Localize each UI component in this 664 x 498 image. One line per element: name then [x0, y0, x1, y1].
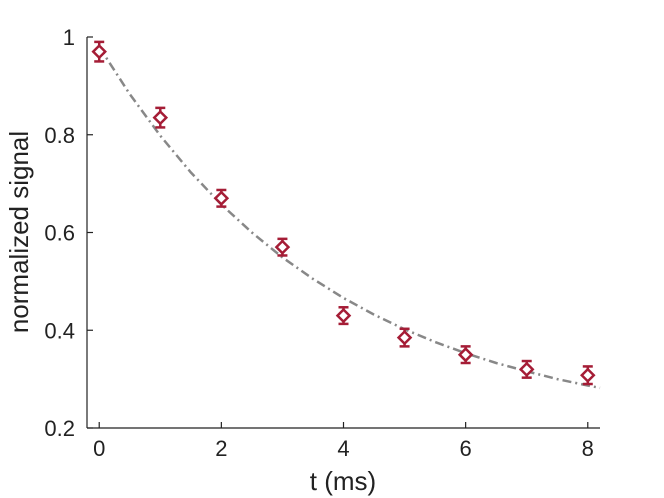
data-point	[335, 306, 352, 326]
x-tick-label: 2	[215, 436, 227, 461]
diamond-marker	[396, 329, 413, 346]
data-point	[213, 188, 230, 208]
fit-curve	[98, 46, 601, 390]
data-point	[396, 327, 413, 348]
diamond-marker	[91, 43, 107, 60]
diamond-marker	[335, 307, 352, 324]
data-point	[457, 345, 474, 365]
data-point	[580, 365, 596, 386]
y-tick-label: 1	[63, 25, 75, 50]
x-tick-label: 8	[582, 436, 594, 461]
data-point	[152, 106, 169, 129]
data-point	[91, 40, 107, 63]
fit-curve-layer	[98, 46, 601, 390]
y-tick-label: 0.2	[44, 416, 75, 441]
diamond-marker	[213, 190, 230, 207]
x-tick-label: 6	[460, 436, 472, 461]
x-axis-label: t (ms)	[310, 466, 376, 496]
y-tick-label: 0.4	[44, 318, 75, 343]
data-points-layer	[91, 40, 596, 386]
x-ticks: 0 2 4 6 8	[93, 422, 594, 461]
diamond-marker	[152, 109, 169, 126]
y-axis-label: normalized signal	[4, 131, 34, 333]
diamond-marker	[518, 361, 535, 378]
diamond-marker	[457, 346, 474, 363]
data-point	[518, 359, 535, 379]
diamond-marker	[580, 367, 596, 383]
y-tick-label: 0.8	[44, 123, 75, 148]
y-tick-label: 0.6	[44, 221, 75, 246]
diamond-marker	[274, 239, 291, 255]
x-tick-label: 4	[337, 436, 349, 461]
y-ticks: 0.2 0.4 0.6 0.8 1	[44, 25, 93, 441]
x-tick-label: 0	[93, 436, 105, 461]
data-point	[274, 237, 291, 257]
